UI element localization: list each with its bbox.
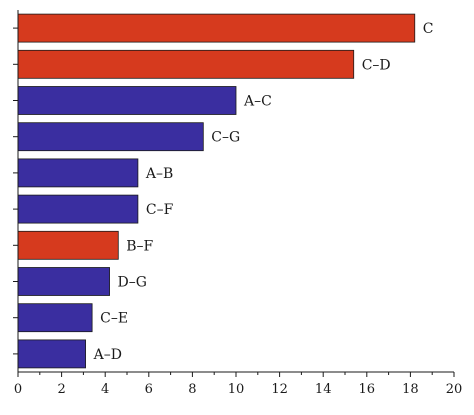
bar-10 [17, 339, 86, 369]
bar-3 [17, 86, 237, 115]
x-tick-label-14: 14 [315, 382, 332, 397]
bar-label-9: C–E [100, 311, 128, 327]
bar-labels-group: C C–D A–C C–G A–B C–F B–F D–G C–E A–D [93, 21, 434, 363]
bar-label-7: B–F [126, 238, 153, 254]
bar-label-3: A–C [243, 94, 272, 110]
x-tick-label-2: 2 [57, 382, 65, 397]
bar-2 [17, 49, 355, 79]
y-ticks-group [13, 27, 18, 355]
bar-7 [17, 230, 119, 260]
x-ticks-group: 0 2 4 6 8 10 12 14 16 18 20 [14, 372, 462, 397]
x-tick-label-4: 4 [101, 382, 109, 397]
x-tick-label-8: 8 [188, 382, 196, 397]
x-tick-label-12: 12 [271, 382, 288, 397]
x-tick-label-20: 20 [446, 382, 463, 397]
x-tick-label-0: 0 [14, 382, 22, 397]
bar-9 [17, 303, 93, 333]
bar-label-1: C [423, 21, 434, 37]
bar-1 [17, 13, 416, 43]
bar-label-4: C–G [211, 130, 240, 146]
bar-label-8: D–G [118, 275, 147, 291]
x-tick-label-10: 10 [228, 382, 245, 397]
x-tick-label-16: 16 [359, 382, 376, 397]
bar-8 [17, 267, 110, 296]
x-tick-label-6: 6 [145, 382, 153, 397]
bar-6 [17, 194, 139, 224]
x-tick-label-18: 18 [402, 382, 419, 397]
bars-group [17, 13, 416, 369]
bar-label-6: C–F [146, 202, 174, 218]
bar-label-5: A–B [145, 166, 173, 182]
bar-5 [17, 158, 139, 188]
bar-4 [17, 122, 204, 152]
bar-label-2: C–D [362, 57, 391, 73]
bar-label-10: A–D [93, 347, 122, 363]
